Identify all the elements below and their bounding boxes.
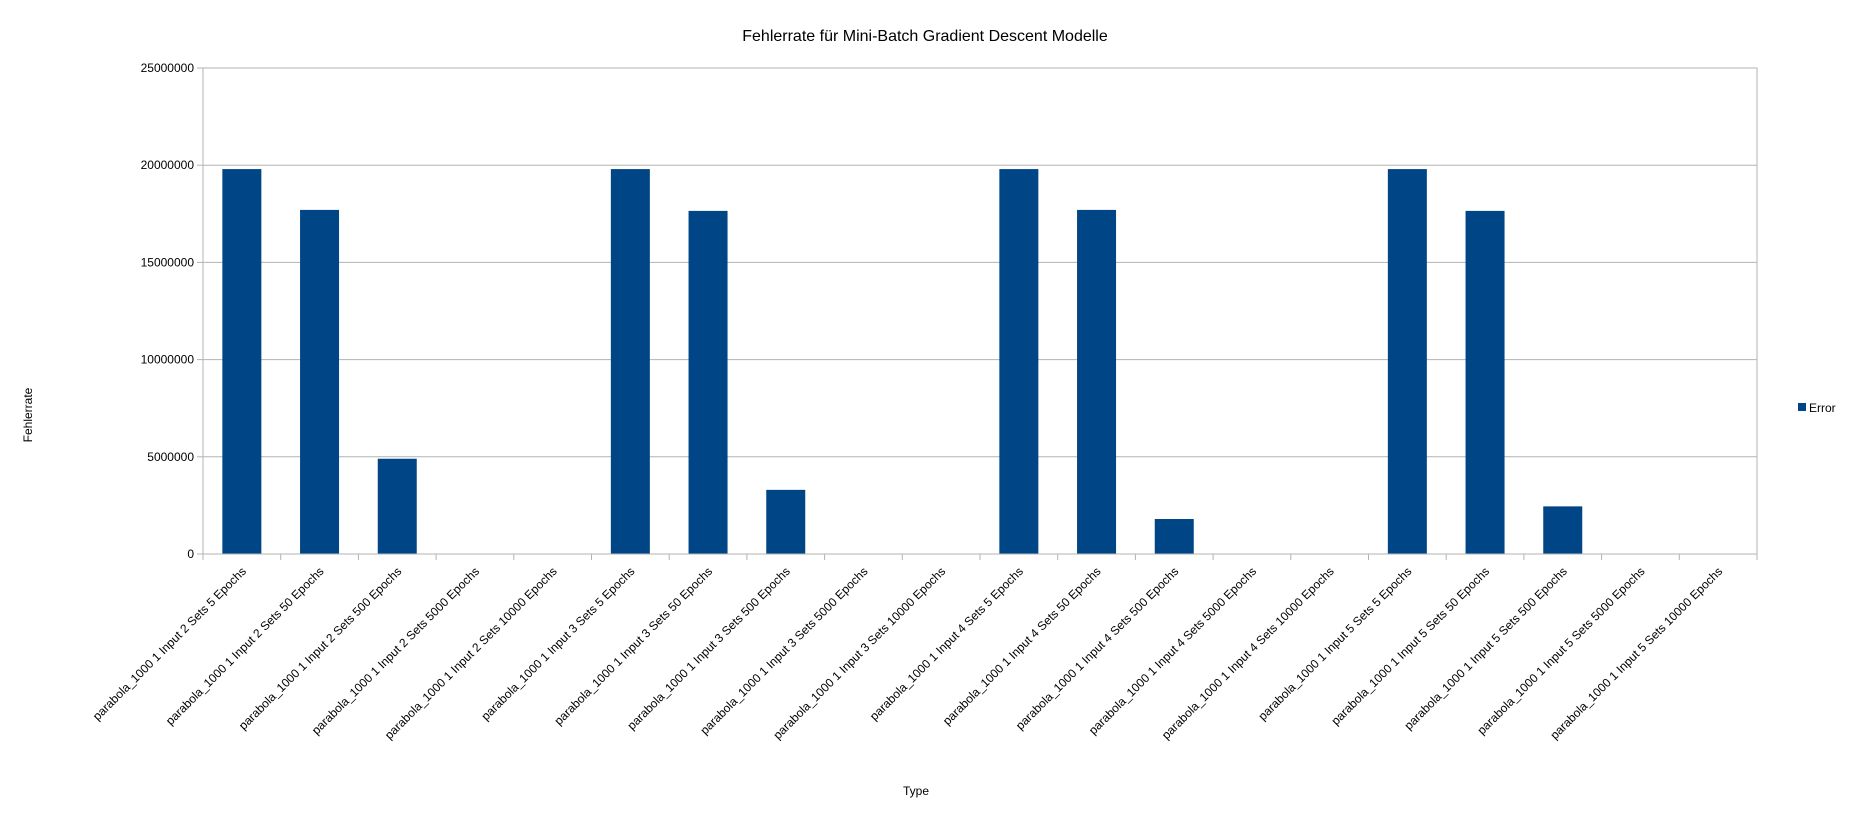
x-tick-label: parabola_1000 1 Input 3 Sets 5000 Epochs bbox=[697, 564, 870, 737]
x-tick-label: parabola_1000 1 Input 5 Sets 50 Epochs bbox=[1328, 564, 1492, 728]
legend-swatch bbox=[1798, 403, 1806, 411]
plot-frame bbox=[202, 67, 1758, 555]
y-tick-label: 20000000 bbox=[141, 158, 195, 172]
x-tick-label: parabola_1000 1 Input 5 Sets 5000 Epochs bbox=[1474, 564, 1647, 737]
bar bbox=[377, 458, 417, 554]
x-tick-label: parabola_1000 1 Input 3 Sets 50 Epochs bbox=[551, 564, 715, 728]
bar bbox=[688, 210, 728, 554]
gridlines bbox=[197, 67, 1757, 555]
x-tick-label: parabola_1000 1 Input 5 Sets 500 Epochs bbox=[1401, 564, 1569, 732]
x-tick-label: parabola_1000 1 Input 5 Sets 5 Epochs bbox=[1255, 564, 1414, 723]
x-tick-label: parabola_1000 1 Input 4 Sets 50 Epochs bbox=[940, 564, 1104, 728]
x-tick-label: parabola_1000 1 Input 4 Sets 5 Epochs bbox=[867, 564, 1026, 723]
bar bbox=[1387, 169, 1427, 554]
y-tick-labels: 0 5000000 10000000 15000000 20000000 25000000 bbox=[141, 61, 195, 561]
bar bbox=[766, 489, 806, 554]
bar bbox=[999, 169, 1039, 554]
x-tick-label: parabola_1000 1 Input 2 Sets 5000 Epochs bbox=[309, 564, 482, 737]
x-tick-label: parabola_1000 1 Input 3 Sets 500 Epochs bbox=[624, 564, 792, 732]
x-tick-label: parabola_1000 1 Input 2 Sets 50 Epochs bbox=[163, 564, 327, 728]
y-tick-label: 25000000 bbox=[141, 61, 195, 75]
bar bbox=[1077, 209, 1117, 555]
x-tick-label: parabola_1000 1 Input 3 Sets 10000 Epoch… bbox=[770, 564, 948, 742]
bar bbox=[222, 169, 262, 554]
y-tick-label: 0 bbox=[187, 547, 194, 561]
y-tick-label: 5000000 bbox=[147, 450, 194, 464]
bar bbox=[1154, 519, 1194, 554]
bar bbox=[610, 169, 650, 554]
x-tick-label: parabola_1000 1 Input 2 Sets 5 Epochs bbox=[90, 564, 249, 723]
legend: Error bbox=[1798, 401, 1836, 415]
plot-border bbox=[202, 67, 1758, 555]
y-axis-label: Fehlerrate bbox=[21, 387, 35, 442]
bar bbox=[1465, 210, 1505, 554]
y-tick-label: 10000000 bbox=[141, 353, 195, 367]
bar bbox=[1543, 506, 1583, 554]
x-tick-label: parabola_1000 1 Input 3 Sets 5 Epochs bbox=[478, 564, 637, 723]
bars bbox=[222, 169, 1583, 555]
chart-title: Fehlerrate für Mini-Batch Gradient Desce… bbox=[742, 28, 1108, 45]
x-tick-labels: parabola_1000 1 Input 2 Sets 5 Epochspar… bbox=[90, 554, 1758, 742]
x-tick-label: parabola_1000 1 Input 4 Sets 10000 Epoch… bbox=[1159, 564, 1337, 742]
x-tick-label: parabola_1000 1 Input 2 Sets 10000 Epoch… bbox=[382, 564, 560, 742]
x-tick-label: parabola_1000 1 Input 5 Sets 10000 Epoch… bbox=[1547, 564, 1725, 742]
x-tick-label: parabola_1000 1 Input 4 Sets 500 Epochs bbox=[1013, 564, 1181, 732]
y-tick-label: 15000000 bbox=[141, 255, 195, 269]
legend-label-error: Error bbox=[1809, 401, 1836, 415]
x-axis-label: Type bbox=[903, 784, 929, 798]
x-tick-label: parabola_1000 1 Input 2 Sets 500 Epochs bbox=[236, 564, 404, 732]
x-tick-label: parabola_1000 1 Input 4 Sets 5000 Epochs bbox=[1086, 564, 1259, 737]
bar bbox=[300, 209, 340, 555]
